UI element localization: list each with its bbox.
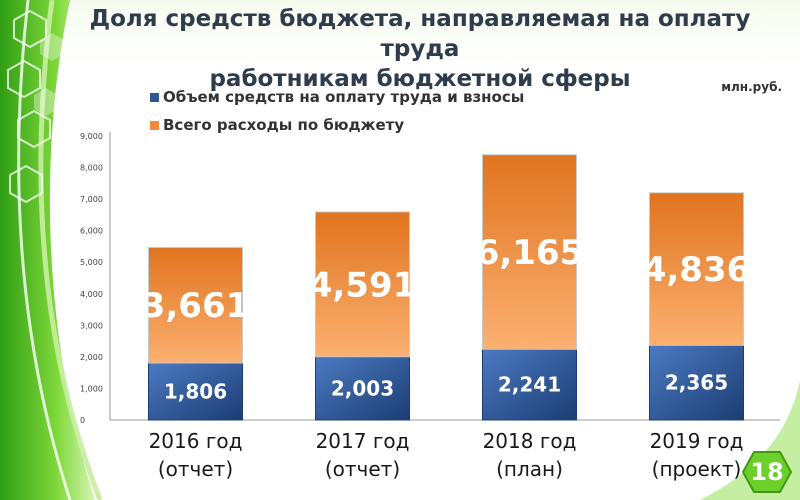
y-tick-label: 8,000: [80, 164, 103, 173]
y-tick-label: 2,000: [80, 353, 103, 362]
y-tick-label: 0: [80, 416, 85, 425]
category-label-4-line-1: 2019 год: [650, 429, 744, 453]
data-label-total-1: 3,661: [142, 286, 250, 326]
category-label-1-line-2: (отчет): [158, 457, 233, 481]
bar-salary-4: [649, 344, 744, 421]
bar-total-1: [148, 246, 243, 364]
y-tick-label: 9,000: [80, 132, 103, 141]
bar-salary-2: [315, 356, 410, 421]
title-line-1: Доля средств бюджета, направляемая на оп…: [89, 6, 751, 62]
y-tick-label: 7,000: [80, 195, 103, 204]
category-label-3-line-1: 2018 год: [483, 429, 577, 453]
category-label-2-line-1: 2017 год: [316, 429, 410, 453]
bar-total-2: [315, 211, 410, 358]
data-label-total-3: 6,165: [476, 233, 584, 273]
title-line-2: работникам бюджетной сферы: [209, 66, 631, 92]
data-label-salary-4: 2,365: [665, 371, 728, 395]
category-label-2-line-2: (отчет): [325, 457, 400, 481]
y-tick-label: 3,000: [80, 321, 103, 330]
legend-swatch-2: [150, 121, 159, 130]
bars-group: 1,806 3,661 2,003 4,591 2,241 6,165 2,365 4,836: [142, 154, 751, 421]
bar-total-3: [482, 154, 577, 350]
y-tick-label: 5,000: [80, 258, 103, 267]
data-label-total-4: 4,836: [643, 250, 751, 290]
x-axis-labels: 2016 год (отчет) 2017 год (отчет) 2018 год (п…: [149, 429, 744, 481]
category-label-3-line-2: (план): [496, 457, 563, 481]
slide-title: Доля средств бюджета, направляемая на оп…: [60, 4, 780, 94]
bar-total-4: [649, 192, 744, 346]
bar-salary-3: [482, 348, 577, 421]
data-label-total-2: 4,591: [309, 265, 417, 305]
y-tick-label: 6,000: [80, 227, 103, 236]
legend-label-2: Всего расходы по бюджету: [163, 116, 404, 134]
category-label-4-line-2: (проект): [652, 457, 742, 481]
data-label-salary-1: 1,806: [164, 380, 227, 404]
data-label-salary-2: 2,003: [331, 376, 394, 400]
legend-swatch-1: [150, 93, 159, 102]
chart-legend: Объем средств на оплату труда и взносы Вс…: [150, 88, 524, 134]
unit-label: млн.руб.: [721, 80, 782, 94]
page-number-badge: [742, 451, 792, 493]
data-label-salary-3: 2,241: [498, 373, 561, 397]
category-label-1-line-1: 2016 год: [149, 429, 243, 453]
y-tick-label: 1,000: [80, 384, 103, 393]
page-number: 18: [750, 458, 784, 486]
legend-label-1: Объем средств на оплату труда и взносы: [163, 88, 524, 106]
y-tick-label: 4,000: [80, 290, 103, 299]
